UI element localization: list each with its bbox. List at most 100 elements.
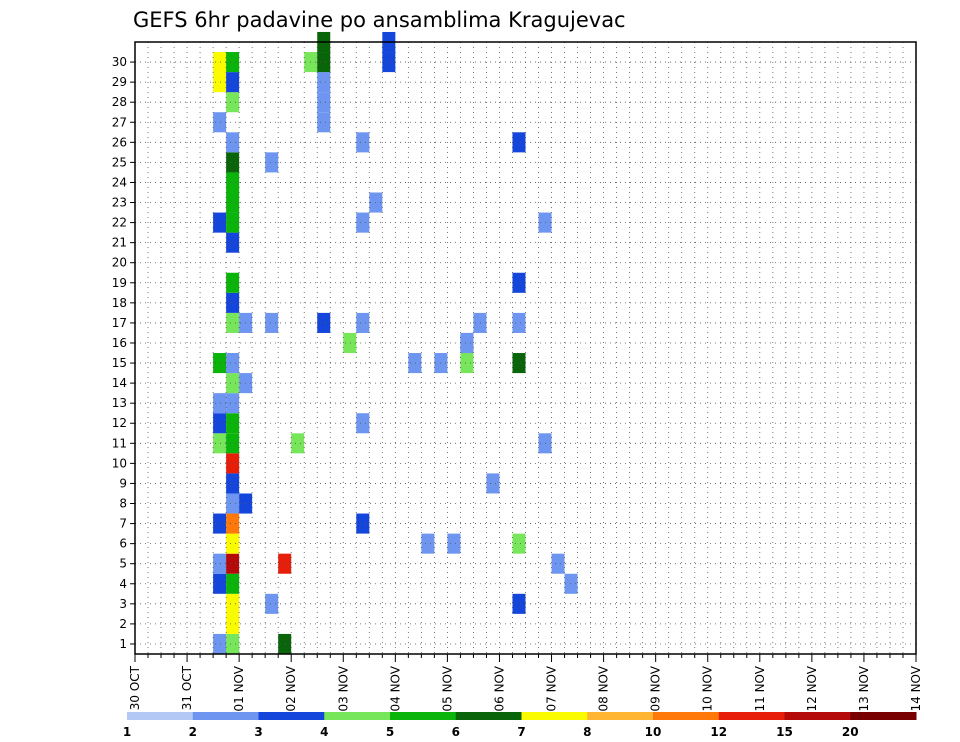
y-tick-label: 12 (112, 416, 127, 430)
x-tick-label: 05 NOV (440, 665, 454, 711)
heatmap-cell (447, 533, 461, 554)
colorbar-label: 20 (842, 725, 859, 739)
heatmap-cell (317, 92, 331, 113)
y-tick-label: 2 (119, 617, 127, 631)
colorbar-label: 7 (517, 725, 525, 739)
y-tick-label: 1 (119, 637, 127, 651)
heatmap-cell (226, 493, 240, 514)
colorbar-swatch (850, 712, 917, 720)
y-tick-label: 30 (112, 55, 127, 69)
colorbar-label: 15 (776, 725, 793, 739)
y-tick-label: 5 (119, 557, 127, 571)
heatmap-cell (551, 553, 565, 574)
y-tick-label: 11 (112, 436, 127, 450)
colorbar-swatch (455, 712, 522, 720)
heatmap-cell (291, 433, 305, 454)
colorbar-swatch (718, 712, 785, 720)
heatmap-cell (317, 52, 331, 73)
heatmap-cell (226, 152, 240, 173)
heatmap-cell (226, 132, 240, 153)
heatmap-cell (278, 553, 292, 574)
x-tick-label: 01 NOV (232, 665, 246, 711)
heatmap-cell (460, 353, 474, 374)
heatmap-cells (213, 31, 578, 654)
heatmap-cell (226, 613, 240, 634)
heatmap-cell (356, 212, 370, 233)
heatmap-cell (213, 553, 227, 574)
heatmap-cell (226, 533, 240, 554)
heatmap-cell (213, 633, 227, 654)
colorbar-swatch (587, 712, 654, 720)
heatmap-cell (265, 312, 279, 333)
colorbar-label: 1 (123, 725, 131, 739)
y-tick-label: 14 (112, 376, 127, 390)
heatmap-cell (226, 513, 240, 534)
heatmap-cell (226, 413, 240, 434)
y-tick-label: 16 (112, 336, 127, 350)
heatmap-cell (512, 132, 526, 153)
y-tick-label: 29 (112, 75, 127, 89)
x-tick-label: 02 NOV (284, 665, 298, 711)
y-tick-label: 22 (112, 216, 127, 230)
heatmap-cell (512, 353, 526, 374)
heatmap-cell (512, 312, 526, 333)
colorbar-swatch (521, 712, 588, 720)
x-tick-label: 08 NOV (597, 665, 611, 711)
y-tick-label: 13 (112, 396, 127, 410)
heatmap-cell (213, 353, 227, 374)
colorbar-swatch (784, 712, 851, 720)
colorbar-swatch (390, 712, 457, 720)
heatmap-cell (226, 52, 240, 73)
heatmap-cell (486, 473, 500, 494)
x-tick-label: 30 OCT (128, 665, 142, 710)
colorbar-label: 6 (452, 725, 460, 739)
chart-title: GEFS 6hr padavine po ansamblima Kragujev… (133, 8, 626, 32)
x-tick-label: 04 NOV (388, 665, 402, 711)
heatmap-cell (356, 132, 370, 153)
y-tick-label: 21 (112, 236, 127, 250)
heatmap-cell (226, 373, 240, 394)
grid-lines (135, 42, 916, 654)
colorbar-swatch (324, 712, 391, 720)
heatmap-cell (317, 72, 331, 93)
heatmap-cell (226, 353, 240, 374)
heatmap-cell (213, 573, 227, 594)
y-tick-label: 24 (112, 175, 127, 189)
heatmap-cell (226, 473, 240, 494)
colorbar-label: 3 (254, 725, 262, 739)
x-axis-ticks: 30 OCT 31 OCT 01 NOV 02 NOV 03 NOV 04 NOV 05 N… (128, 654, 923, 712)
y-tick-label: 7 (119, 517, 127, 531)
heatmap-cell (226, 593, 240, 614)
heatmap-cell (226, 172, 240, 193)
heatmap-cell (213, 393, 227, 414)
heatmap-cell (512, 272, 526, 293)
colorbar-label: 10 (645, 725, 662, 739)
colorbar-label: 2 (189, 725, 197, 739)
heatmap-cell (226, 292, 240, 313)
x-tick-label: 10 NOV (701, 665, 715, 711)
heatmap-cell (278, 633, 292, 654)
y-tick-label: 25 (112, 155, 127, 169)
y-tick-label: 15 (112, 356, 127, 370)
heatmap-cell (226, 232, 240, 253)
x-tick-label: 09 NOV (649, 665, 663, 711)
x-tick-label: 31 OCT (180, 665, 194, 710)
heatmap-cell (265, 152, 279, 173)
heatmap-cell (382, 52, 396, 73)
y-tick-label: 27 (112, 115, 127, 129)
y-tick-label: 6 (119, 537, 127, 551)
heatmap-cell (343, 332, 357, 354)
heatmap-cell (213, 72, 227, 93)
colorbar-swatch (192, 712, 259, 720)
heatmap-cell (226, 553, 240, 574)
colorbar-label: 8 (583, 725, 591, 739)
x-tick-label: 14 NOV (909, 665, 923, 711)
y-tick-label: 10 (112, 456, 127, 470)
heatmap-cell (226, 573, 240, 594)
x-tick-label: 11 NOV (753, 665, 767, 711)
y-tick-label: 19 (112, 276, 127, 290)
heatmap-cell (226, 393, 240, 414)
y-tick-label: 4 (119, 577, 127, 591)
heatmap-cell (226, 633, 240, 654)
